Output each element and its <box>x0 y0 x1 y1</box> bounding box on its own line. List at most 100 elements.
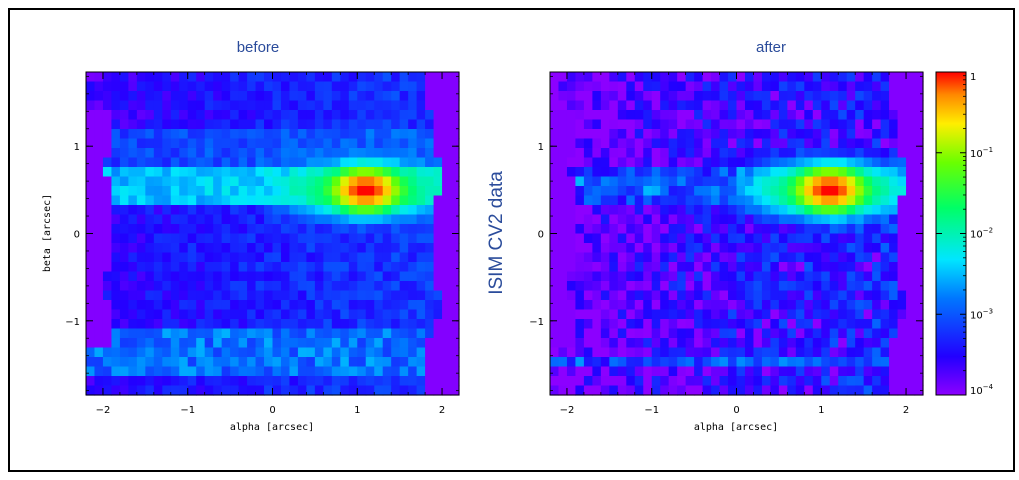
heatmap-cell <box>86 167 96 178</box>
heatmap-cell <box>880 252 890 263</box>
heatmap-cell <box>643 91 653 102</box>
heatmap-cell <box>838 91 848 102</box>
heatmap-cell <box>111 357 121 368</box>
heatmap-cell <box>391 110 401 121</box>
heatmap-cell <box>863 91 873 102</box>
heatmap-cell <box>677 214 687 225</box>
heatmap-cell <box>787 119 797 130</box>
heatmap-cell <box>340 357 350 368</box>
heatmap-cell <box>728 186 738 197</box>
heatmap-cell <box>425 281 435 292</box>
heatmap-cell <box>221 224 231 235</box>
heatmap-cell <box>382 195 392 206</box>
right-panel-title: after <box>756 39 786 56</box>
heatmap-cell <box>575 214 585 225</box>
heatmap-cell <box>804 347 814 358</box>
heatmap-cell <box>744 186 755 197</box>
heatmap-cell <box>119 357 129 368</box>
heatmap-cell <box>753 357 763 368</box>
heatmap-cell <box>906 186 916 197</box>
heatmap-cell <box>880 157 890 168</box>
heatmap-cell <box>162 338 172 349</box>
heatmap-cell <box>719 290 729 301</box>
right-x-axis-label: alpha [arcsec] <box>694 422 778 433</box>
heatmap-cell <box>889 205 899 216</box>
heatmap-cell <box>914 148 924 159</box>
heatmap-cell <box>399 205 409 216</box>
heatmap-cell <box>660 148 670 159</box>
heatmap-cell <box>592 129 602 140</box>
heatmap-cell <box>204 176 214 187</box>
heatmap-cell <box>433 281 443 292</box>
heatmap-cell <box>408 100 418 111</box>
heatmap-cell <box>145 309 155 320</box>
heatmap-cell <box>829 157 839 168</box>
heatmap-cell <box>450 309 460 320</box>
heatmap-cell <box>450 138 460 149</box>
heatmap-cell <box>736 243 746 254</box>
heatmap-cell <box>685 319 695 330</box>
heatmap-cell <box>872 290 882 301</box>
heatmap-cell <box>761 347 772 358</box>
heatmap-cell <box>442 186 452 197</box>
heatmap-cell <box>408 262 418 273</box>
heatmap-cell <box>872 281 882 292</box>
heatmap-cell <box>179 366 189 377</box>
heatmap-cell <box>323 252 333 263</box>
heatmap-cell <box>863 157 873 168</box>
heatmap-cell <box>162 119 172 130</box>
heatmap-cell <box>617 366 627 377</box>
heatmap-cell <box>340 319 350 330</box>
heatmap-cell <box>634 186 644 197</box>
heatmap-cell <box>592 357 602 368</box>
heatmap-cell <box>677 376 687 387</box>
heatmap-cell <box>702 119 712 130</box>
heatmap-cell <box>872 376 882 387</box>
heatmap-cell <box>609 138 619 149</box>
heatmap-cell <box>86 119 96 130</box>
heatmap-cell <box>575 224 585 235</box>
heatmap-cell <box>550 129 560 140</box>
heatmap-cell <box>812 338 822 349</box>
heatmap-cell <box>558 195 568 206</box>
heatmap-cell <box>906 233 916 244</box>
heatmap-cell <box>558 138 568 149</box>
heatmap-cell <box>728 252 738 263</box>
heatmap-cell <box>391 271 401 282</box>
heatmap-cell <box>306 157 316 168</box>
heatmap-cell <box>94 252 104 263</box>
heatmap-cell <box>812 262 822 273</box>
heatmap-cell <box>323 319 333 330</box>
heatmap-cell <box>119 100 129 111</box>
heatmap-cell <box>583 157 593 168</box>
heatmap-cell <box>897 148 907 159</box>
heatmap-cell <box>442 300 452 311</box>
heatmap-cell <box>897 205 907 216</box>
heatmap-cell <box>694 72 704 83</box>
heatmap-cell <box>897 138 907 149</box>
heatmap-cell <box>382 176 392 187</box>
heatmap-cell <box>374 195 384 206</box>
heatmap-cell <box>128 319 138 330</box>
heatmap-cell <box>170 262 180 273</box>
heatmap-cell <box>247 129 257 140</box>
heatmap-cell <box>365 148 375 159</box>
heatmap-cell <box>433 167 443 178</box>
heatmap-cell <box>914 129 924 140</box>
heatmap-cell <box>408 72 418 83</box>
heatmap-cell <box>787 281 797 292</box>
heatmap-cell <box>374 328 384 339</box>
heatmap-cell <box>323 271 333 282</box>
heatmap-cell <box>889 290 899 301</box>
heatmap-cell <box>416 338 426 349</box>
heatmap-cell <box>668 328 678 339</box>
heatmap-cell <box>863 262 873 273</box>
heatmap-cell <box>651 205 661 216</box>
heatmap-cell <box>787 262 797 273</box>
heatmap-cell <box>331 290 341 301</box>
heatmap-cell <box>119 290 129 301</box>
heatmap-cell <box>425 167 435 178</box>
heatmap-cell <box>365 110 375 121</box>
heatmap-cell <box>94 129 104 140</box>
heatmap-cell <box>872 252 882 263</box>
